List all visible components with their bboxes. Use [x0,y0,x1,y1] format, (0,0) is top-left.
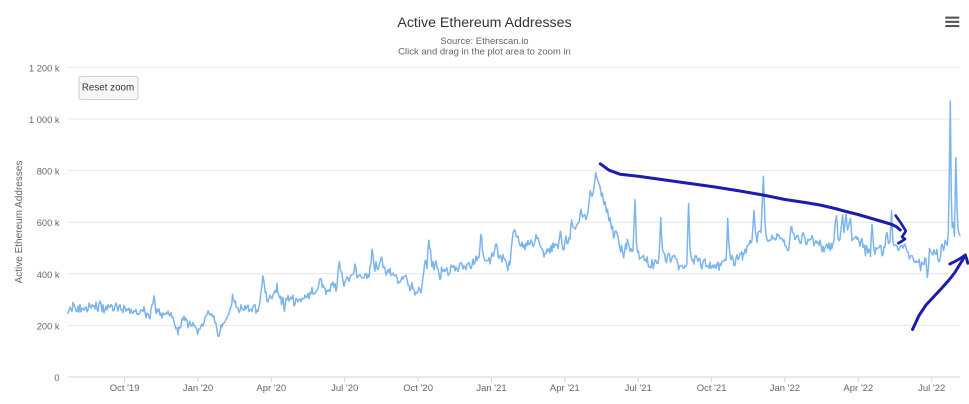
svg-text:0: 0 [54,373,59,383]
svg-text:Reset zoom: Reset zoom [82,83,134,94]
svg-text:600 k: 600 k [37,218,60,228]
svg-text:200 k: 200 k [37,321,60,331]
svg-text:Apr '22: Apr '22 [843,383,873,394]
svg-text:Apr '21: Apr '21 [550,383,580,394]
svg-text:Active Ethereum Addresses: Active Ethereum Addresses [14,161,25,284]
svg-text:Source: Etherscan.io: Source: Etherscan.io [440,36,528,47]
svg-text:Jan '22: Jan '22 [770,383,800,394]
svg-text:Oct '21: Oct '21 [697,383,727,394]
svg-text:Oct '20: Oct '20 [403,383,433,394]
svg-text:Jan '21: Jan '21 [476,383,506,394]
svg-text:Jul '21: Jul '21 [625,383,652,394]
svg-text:Apr '20: Apr '20 [256,383,286,394]
svg-text:Oct '19: Oct '19 [110,383,140,394]
svg-text:1 000 k: 1 000 k [29,115,60,125]
svg-text:Jul '20: Jul '20 [331,383,358,394]
svg-text:Jul '22: Jul '22 [918,383,945,394]
svg-text:800 k: 800 k [37,167,60,177]
svg-text:Active Ethereum Addresses: Active Ethereum Addresses [397,15,571,31]
svg-text:1 200 k: 1 200 k [29,63,60,73]
svg-text:400 k: 400 k [37,270,60,280]
svg-text:Click and drag in the plot are: Click and drag in the plot area to zoom … [398,47,571,58]
svg-text:Jan '20: Jan '20 [183,383,213,394]
